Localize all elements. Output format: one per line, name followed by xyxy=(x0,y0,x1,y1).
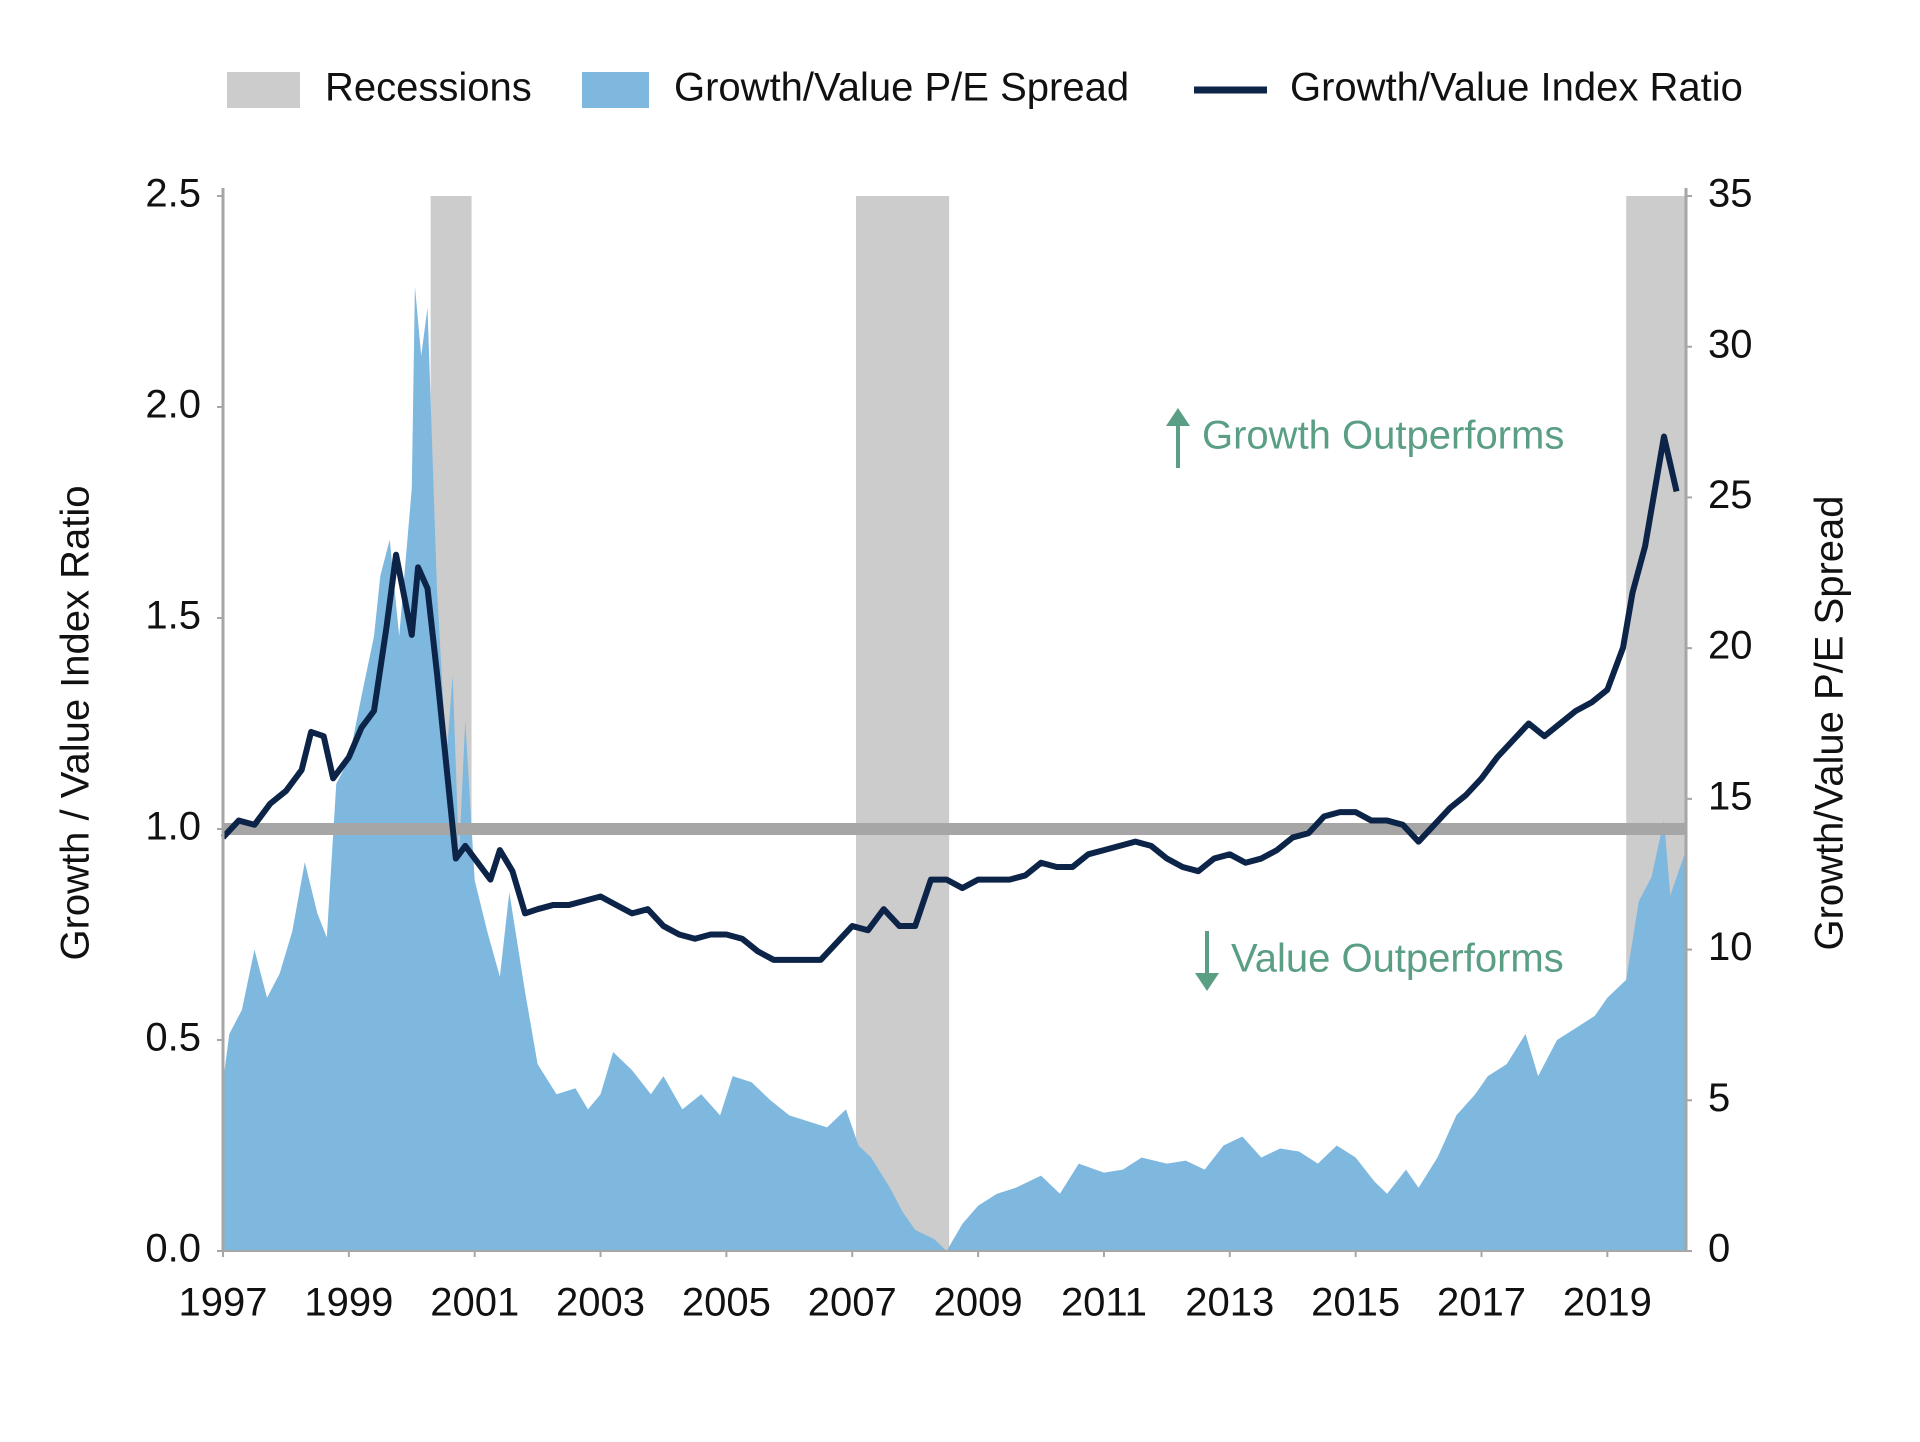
annotation-arrow-head xyxy=(1195,973,1219,991)
y-tick-label: 1.0 xyxy=(145,805,201,849)
legend-swatch xyxy=(582,72,649,108)
y-tick-label: 2.0 xyxy=(145,383,201,427)
y2-tick-label: 35 xyxy=(1708,172,1753,216)
legend-label: Growth/Value Index Ratio xyxy=(1290,66,1743,110)
y-tick-label: 0.5 xyxy=(145,1016,201,1060)
legend-label: Growth/Value P/E Spread xyxy=(674,66,1129,110)
y2-tick-label: 15 xyxy=(1708,774,1753,818)
legend-swatch xyxy=(227,72,300,108)
x-tick-label: 2005 xyxy=(682,1281,771,1325)
y-tick-label: 0.0 xyxy=(145,1227,201,1271)
y2-tick-label: 10 xyxy=(1708,925,1753,969)
spread-area xyxy=(223,286,1686,1251)
y-tick-label: 1.5 xyxy=(145,594,201,638)
x-tick-label: 2019 xyxy=(1563,1281,1652,1325)
y2-tick-label: 25 xyxy=(1708,473,1753,517)
x-tick-label: 2003 xyxy=(556,1281,645,1325)
x-tick-label: 2011 xyxy=(1061,1281,1147,1325)
x-tick-label: 2013 xyxy=(1185,1281,1274,1325)
y2-tick-label: 20 xyxy=(1708,624,1753,668)
x-tick-label: 2001 xyxy=(430,1281,519,1325)
x-tick-label: 2007 xyxy=(808,1281,897,1325)
ratio-line xyxy=(220,433,1680,963)
y2-axis-label: Growth/Value P/E Spread xyxy=(1808,495,1852,950)
y-tick-label: 2.5 xyxy=(145,172,201,216)
x-tick-label: 1999 xyxy=(304,1281,393,1325)
y-axis-label: Growth / Value Index Ratio xyxy=(54,485,98,960)
recession-band xyxy=(856,196,950,1251)
x-tick-label: 2015 xyxy=(1311,1281,1400,1325)
y2-tick-label: 5 xyxy=(1708,1076,1730,1120)
x-tick-label: 2009 xyxy=(934,1281,1023,1325)
annotation: Growth Outperforms xyxy=(1202,414,1564,458)
annotation: Value Outperforms xyxy=(1231,937,1564,981)
legend-label: Recessions xyxy=(325,66,532,110)
annotation-arrow-head xyxy=(1166,408,1190,426)
y2-tick-label: 0 xyxy=(1708,1227,1730,1271)
x-tick-label: 1997 xyxy=(179,1281,268,1325)
x-tick-label: 2017 xyxy=(1437,1281,1526,1325)
y2-tick-label: 30 xyxy=(1708,322,1753,366)
